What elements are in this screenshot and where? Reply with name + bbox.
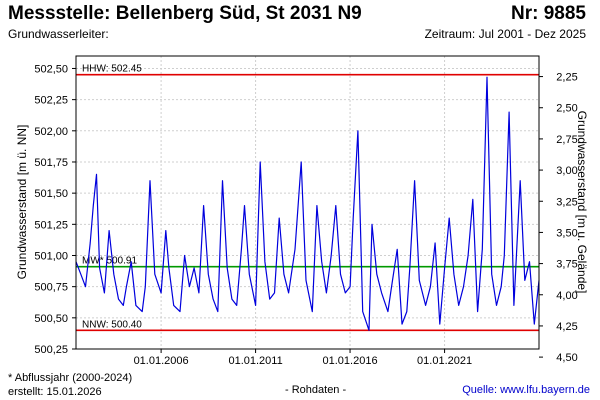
tick-label-right: 2,75 — [556, 134, 577, 146]
ref-label-hhw: HHW: 502.45 — [82, 64, 142, 75]
raw-data-note: - Rohdaten - — [285, 384, 347, 396]
tick-label-left: 500,50 — [34, 313, 68, 325]
ref-label-mw: MW* 500.91 — [82, 256, 137, 267]
tick-label-left: 501,50 — [34, 188, 68, 200]
station-title: Messstelle: Bellenberg Süd, St 2031 N9 — [8, 3, 362, 24]
tick-label-left: 501,75 — [34, 157, 68, 169]
axes: 500,25 500,50 500,75 501,00 501,25 501,50 501,… — [34, 63, 577, 367]
tick-label-right: 4,25 — [556, 321, 577, 333]
tick-label-right: 4,00 — [556, 290, 577, 302]
tick-label-left: 502,00 — [34, 126, 68, 138]
tick-label-right: 3,75 — [556, 259, 577, 271]
tick-label-right: 3,25 — [556, 196, 577, 208]
period-label: Zeitraum: Jul 2001 - Dez 2025 — [424, 27, 586, 41]
tick-label-x: 01.01.2021 — [417, 355, 472, 367]
tick-label-left: 500,75 — [34, 282, 68, 294]
aquifer-label: Grundwasserleiter: — [8, 27, 109, 41]
source-link[interactable]: Quelle: www.lfu.bayern.de — [462, 384, 590, 396]
ref-label-nnw: NNW: 500.40 — [82, 319, 142, 330]
tick-label-left: 502,50 — [34, 63, 68, 75]
tick-label-x: 01.01.2011 — [228, 355, 282, 367]
tick-label-left: 502,25 — [34, 95, 68, 107]
tick-label-left: 501,00 — [34, 250, 68, 262]
tick-label-x: 01.01.2006 — [134, 355, 189, 367]
tick-label-x: 01.01.2016 — [323, 355, 378, 367]
grid — [76, 56, 539, 349]
tick-label-right: 3,50 — [556, 227, 577, 239]
tick-label-left: 500,25 — [34, 344, 68, 356]
plot-frame — [75, 55, 540, 350]
tick-label-right: 2,50 — [556, 103, 577, 115]
footnote: * Abflussjahr (2000-2024) — [8, 372, 133, 384]
series — [75, 76, 540, 331]
station-number: Nr: 9885 — [511, 3, 586, 24]
series-line — [75, 76, 540, 331]
tick-label-left: 501,25 — [34, 219, 68, 231]
tick-label-right: 3,00 — [556, 165, 577, 177]
tick-label-right: 2,25 — [556, 72, 577, 84]
reference-lines: HHW: 502.45 MW* 500.91 NNW: 500.40 — [76, 64, 539, 332]
created-date: erstellt: 15.01.2026 — [8, 386, 102, 398]
y-axis-left-title: Grundwasserstand [m ü. NN] — [15, 125, 29, 280]
y-axis-right-title: Grundwasserstand [m u. Gelände] — [575, 111, 589, 294]
tick-label-right: 4,50 — [556, 352, 577, 364]
